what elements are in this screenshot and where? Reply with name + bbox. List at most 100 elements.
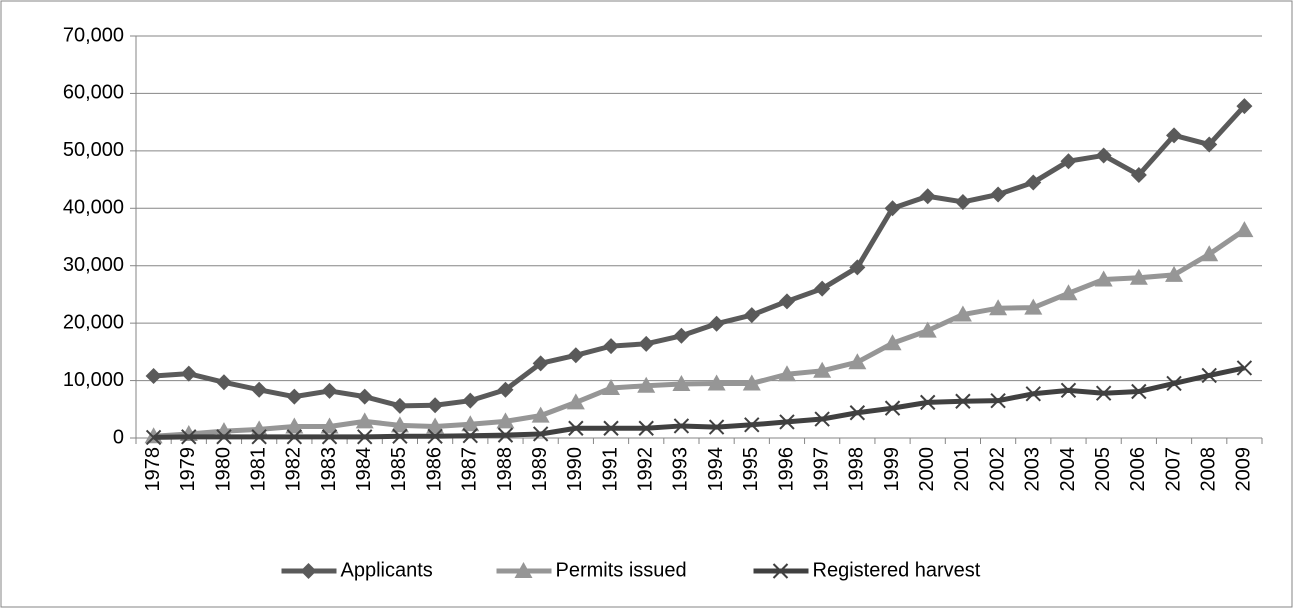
- x-tick-label: 1992: [635, 447, 657, 492]
- data-point: [884, 400, 901, 416]
- legend-label: Applicants: [341, 559, 433, 581]
- x-tick-label: 2003: [1022, 447, 1044, 492]
- data-point: [1200, 245, 1219, 262]
- data-point: [285, 417, 304, 434]
- data-point: [1236, 360, 1253, 376]
- data-point: [744, 417, 760, 433]
- data-point: [497, 381, 514, 398]
- data-point: [814, 411, 830, 427]
- y-tick-label: 70,000: [63, 24, 124, 46]
- data-point: [496, 412, 515, 429]
- legend-marker: [300, 563, 317, 579]
- x-tick-label: 1980: [212, 447, 234, 492]
- x-tick-label: 1983: [318, 447, 340, 492]
- data-point: [707, 374, 726, 391]
- data-point: [1201, 367, 1217, 384]
- series-line: [153, 365, 1245, 440]
- data-point: [708, 419, 725, 435]
- data-point: [216, 429, 232, 445]
- data-point: [251, 429, 267, 445]
- data-point: [392, 428, 408, 444]
- data-point: [461, 415, 480, 432]
- data-point: [779, 414, 795, 430]
- data-point: [918, 321, 937, 338]
- data-point: [884, 200, 901, 217]
- data-point: [1095, 385, 1112, 401]
- data-point: [883, 334, 902, 351]
- data-point: [215, 374, 232, 391]
- data-point: [427, 428, 443, 444]
- x-tick-label: 1979: [177, 447, 199, 492]
- legend-marker: [772, 563, 789, 579]
- data-point: [602, 379, 621, 396]
- data-point: [813, 361, 832, 378]
- x-tick-label: 2001: [951, 447, 973, 492]
- data-point: [849, 405, 866, 421]
- data-point: [919, 188, 936, 205]
- data-point: [321, 382, 338, 399]
- x-tick-label: 1996: [775, 447, 797, 492]
- x-tick-label: 1991: [599, 447, 621, 492]
- data-point: [777, 365, 796, 382]
- data-point: [637, 376, 656, 393]
- data-point: [638, 335, 655, 352]
- data-point: [180, 365, 197, 382]
- data-point: [321, 429, 338, 445]
- x-tick-label: 1985: [388, 447, 410, 492]
- data-point: [181, 429, 197, 445]
- x-tick-label: 2006: [1127, 447, 1149, 492]
- x-tick-label: 2000: [916, 447, 938, 492]
- data-point: [145, 367, 162, 384]
- data-point: [356, 388, 373, 405]
- legend-label: Permits issued: [556, 559, 687, 581]
- data-point: [990, 186, 1007, 203]
- y-tick-label: 20,000: [63, 311, 124, 333]
- data-point: [426, 417, 445, 434]
- data-point: [848, 353, 867, 370]
- data-point: [214, 422, 233, 439]
- legend-label: Registered harvest: [813, 559, 981, 581]
- data-point: [462, 427, 478, 444]
- data-point: [1025, 174, 1042, 191]
- x-tick-label: 2005: [1092, 447, 1114, 492]
- y-tick-label: 50,000: [63, 139, 124, 161]
- y-tick-label: 60,000: [63, 82, 124, 104]
- data-point: [568, 420, 584, 436]
- data-point: [603, 420, 619, 436]
- x-tick-label: 2009: [1233, 447, 1255, 492]
- data-point: [1095, 147, 1112, 164]
- x-tick-label: 2002: [986, 447, 1008, 492]
- data-point: [462, 392, 479, 409]
- data-point: [427, 397, 444, 414]
- data-point: [603, 338, 620, 355]
- data-point: [1024, 298, 1043, 315]
- data-point: [1025, 386, 1041, 402]
- data-point: [920, 394, 936, 411]
- data-point: [814, 280, 831, 297]
- data-point: [1165, 265, 1184, 282]
- data-point: [742, 374, 761, 391]
- x-tick-label: 1984: [353, 447, 375, 492]
- data-point: [1060, 382, 1077, 399]
- data-point: [497, 427, 514, 443]
- x-tick-label: 1981: [247, 447, 269, 492]
- data-point: [638, 420, 654, 436]
- x-tick-label: 1998: [846, 447, 868, 492]
- data-point: [1130, 166, 1147, 183]
- data-point: [357, 429, 373, 445]
- data-point: [391, 397, 408, 414]
- data-point: [1129, 268, 1148, 285]
- data-point: [1201, 136, 1218, 153]
- x-tick-label: 1988: [494, 447, 516, 492]
- data-point: [145, 429, 162, 446]
- data-point: [532, 426, 549, 442]
- data-point: [286, 429, 303, 445]
- x-tick-label: 2008: [1198, 447, 1220, 492]
- x-tick-label: 1994: [705, 447, 727, 492]
- data-point: [708, 315, 725, 332]
- data-point: [1059, 284, 1078, 301]
- x-tick-label: 1982: [283, 447, 305, 492]
- data-point: [1166, 375, 1182, 392]
